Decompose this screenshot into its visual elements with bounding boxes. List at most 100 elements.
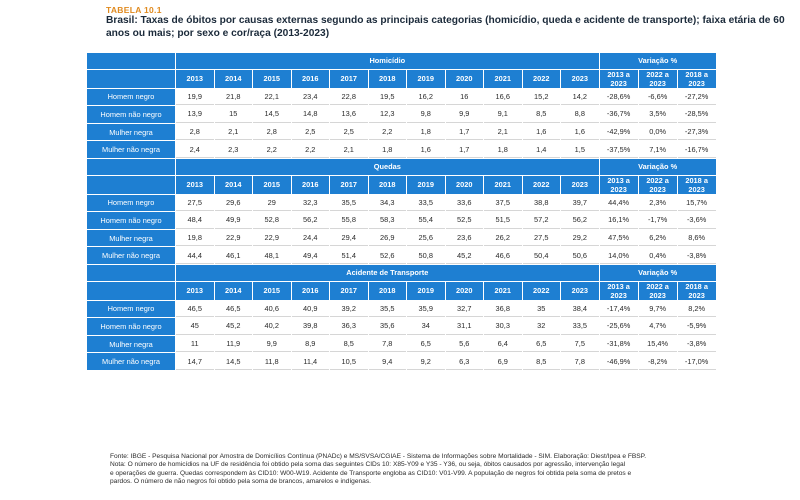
rate-cell: 26,9 [368,229,406,247]
rate-cell: 9,2 [407,353,445,370]
variation-period-header: 2013 a 2023 [599,175,638,194]
variation-cell: -8,2% [638,353,677,370]
rate-cell: 34 [407,318,445,335]
rate-cell: 9,4 [368,353,406,370]
footnote: Fonte: IBGE - Pesquisa Nacional por Amos… [110,453,710,487]
table-row: Homem não negro 48,4 49,9 52,8 56,2 55,8 58,3 5… [87,212,716,229]
rate-cell: 24,4 [291,229,329,247]
rate-cell: 52,5 [445,212,483,229]
table-row: Mulher não negra 44,4 46,1 48,1 49,4 51,4 52,6… [87,247,716,264]
variation-cell: -3,8% [677,335,716,353]
section-title: Quedas [176,158,599,175]
year-header: 2016 [291,175,329,194]
rate-cell: 38,8 [522,194,560,212]
table-label: TABELA 10.1 [106,5,162,15]
rate-cell: 14,8 [291,106,329,123]
rate-cell: 2,5 [291,123,329,141]
year-header: 2021 [484,175,522,194]
variation-cell: -27,3% [677,123,716,141]
variation-period-header: 2018 a 2023 [677,175,716,194]
rate-cell: 40,9 [291,300,329,318]
rate-cell: 35 [522,300,560,318]
rate-cell: 57,2 [522,212,560,229]
rate-cell: 36,8 [484,300,522,318]
rate-cell: 38,4 [561,300,599,318]
rate-cell: 14,5 [214,353,252,370]
year-header: 2023 [561,281,599,300]
rate-cell: 52,8 [253,212,291,229]
year-header: 2019 [407,69,445,88]
variation-period-header: 2022 a 2023 [638,281,677,300]
rate-cell: 33,5 [561,318,599,335]
rate-cell: 22,8 [330,88,368,106]
rate-cell: 14,5 [253,106,291,123]
year-header: 2022 [522,175,560,194]
row-label: Homem negro [87,300,175,318]
rate-cell: 8,9 [291,335,329,353]
variation-cell: -3,8% [677,247,716,264]
rate-cell: 48,1 [253,247,291,264]
table-row: Mulher não negra 2,4 2,3 2,2 2,2 2,1 1,8 1,6 1,7… [87,141,716,158]
rate-cell: 2,4 [176,141,214,158]
rate-cell: 25,6 [407,229,445,247]
rate-cell: 32,7 [445,300,483,318]
rate-cell: 2,1 [214,123,252,141]
section-header-row: Quedas Variação % [87,158,716,175]
rate-cell: 8,5 [522,353,560,370]
rate-cell: 1,8 [407,123,445,141]
rate-cell: 1,8 [484,141,522,158]
rate-cell: 55,4 [407,212,445,229]
variation-cell: -6,6% [638,88,677,106]
variation-cell: 16,1% [599,212,638,229]
row-label: Mulher não negra [87,247,175,264]
rate-cell: 11,4 [291,353,329,370]
year-header: 2013 [176,281,214,300]
rate-cell: 45,2 [214,318,252,335]
rate-cell: 7,8 [368,335,406,353]
year-header: 2016 [291,281,329,300]
variation-cell: -42,9% [599,123,638,141]
rate-cell: 7,5 [561,335,599,353]
table-row: Mulher negra 2,8 2,1 2,8 2,5 2,5 2,2 1,8 1,7 2,1 1… [87,123,716,141]
rate-cell: 50,4 [522,247,560,264]
rate-cell: 40,6 [253,300,291,318]
year-header: 2017 [330,175,368,194]
variation-cell: 0,0% [638,123,677,141]
header-corner [87,158,175,175]
footnote-line: Fonte: IBGE - Pesquisa Nacional por Amos… [110,453,647,460]
section-title: Homicídio [176,53,599,69]
rate-cell: 16,2 [407,88,445,106]
year-header: 2022 [522,281,560,300]
rate-cell: 7,8 [561,353,599,370]
section-header-row: Homicídio Variação % [87,53,716,69]
year-header: 2015 [253,281,291,300]
rate-cell: 50,6 [561,247,599,264]
rate-cell: 55,8 [330,212,368,229]
year-header: 2023 [561,175,599,194]
rate-cell: 16 [445,88,483,106]
year-header: 2013 [176,69,214,88]
row-label: Mulher não negra [87,141,175,158]
variation-cell: -5,9% [677,318,716,335]
row-label: Homem não negro [87,106,175,123]
variation-cell: 6,2% [638,229,677,247]
variation-cell: 14,0% [599,247,638,264]
rate-cell: 2,1 [330,141,368,158]
rate-cell: 23,4 [291,88,329,106]
variation-cell: -17,4% [599,300,638,318]
year-header: 2014 [214,69,252,88]
rate-cell: 45 [176,318,214,335]
header-corner [87,69,175,88]
variation-cell: -3,6% [677,212,716,229]
header-corner [87,175,175,194]
rate-cell: 27,5 [522,229,560,247]
row-label: Homem negro [87,194,175,212]
rate-cell: 46,1 [214,247,252,264]
rate-cell: 35,5 [330,194,368,212]
variation-cell: 2,3% [638,194,677,212]
rate-cell: 13,6 [330,106,368,123]
year-header: 2015 [253,69,291,88]
rate-cell: 16,6 [484,88,522,106]
rate-cell: 14,7 [176,353,214,370]
